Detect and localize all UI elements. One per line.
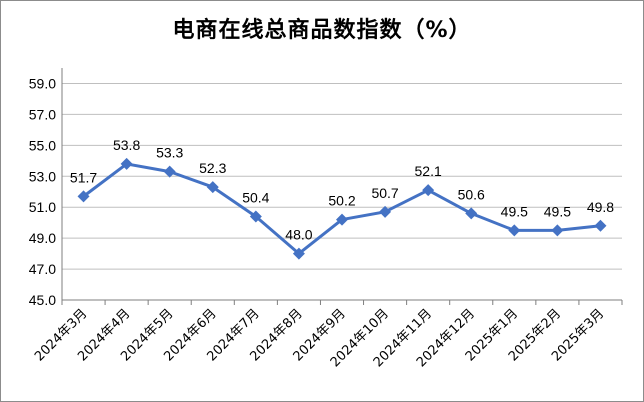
data-point [422, 184, 435, 197]
data-label: 49.5 [544, 203, 571, 219]
y-tick-label: 57.0 [29, 106, 56, 122]
y-tick-label: 55.0 [29, 137, 56, 153]
y-tick-label: 47.0 [29, 261, 56, 277]
data-point [465, 207, 478, 220]
data-label: 51.7 [70, 169, 97, 185]
data-label: 52.1 [415, 163, 442, 179]
y-tick-label: 53.0 [29, 168, 56, 184]
data-label: 50.4 [242, 189, 269, 205]
data-point [292, 247, 305, 260]
data-label: 53.8 [113, 137, 140, 153]
y-tick-label: 51.0 [29, 199, 56, 215]
data-label: 52.3 [199, 160, 226, 176]
data-label: 50.2 [328, 193, 355, 209]
data-label: 48.0 [285, 227, 312, 243]
data-label: 50.7 [371, 185, 398, 201]
data-point [508, 224, 521, 237]
data-point [163, 165, 176, 178]
data-point [249, 210, 262, 223]
chart-title: 电商在线总商品数指数（%） [172, 18, 472, 43]
data-label: 49.8 [587, 199, 614, 215]
data-point [336, 213, 348, 226]
data-point [120, 157, 133, 170]
data-point [206, 181, 219, 194]
y-tick-label: 49.0 [29, 230, 56, 246]
data-point [379, 205, 392, 218]
y-tick-label: 45.0 [29, 292, 56, 308]
data-label: 53.3 [156, 145, 183, 161]
data-point [551, 224, 564, 237]
data-point [594, 219, 607, 232]
data-label: 50.6 [458, 186, 485, 202]
data-point [77, 190, 90, 203]
y-tick-label: 59.0 [29, 75, 56, 91]
data-label: 49.5 [501, 203, 528, 219]
